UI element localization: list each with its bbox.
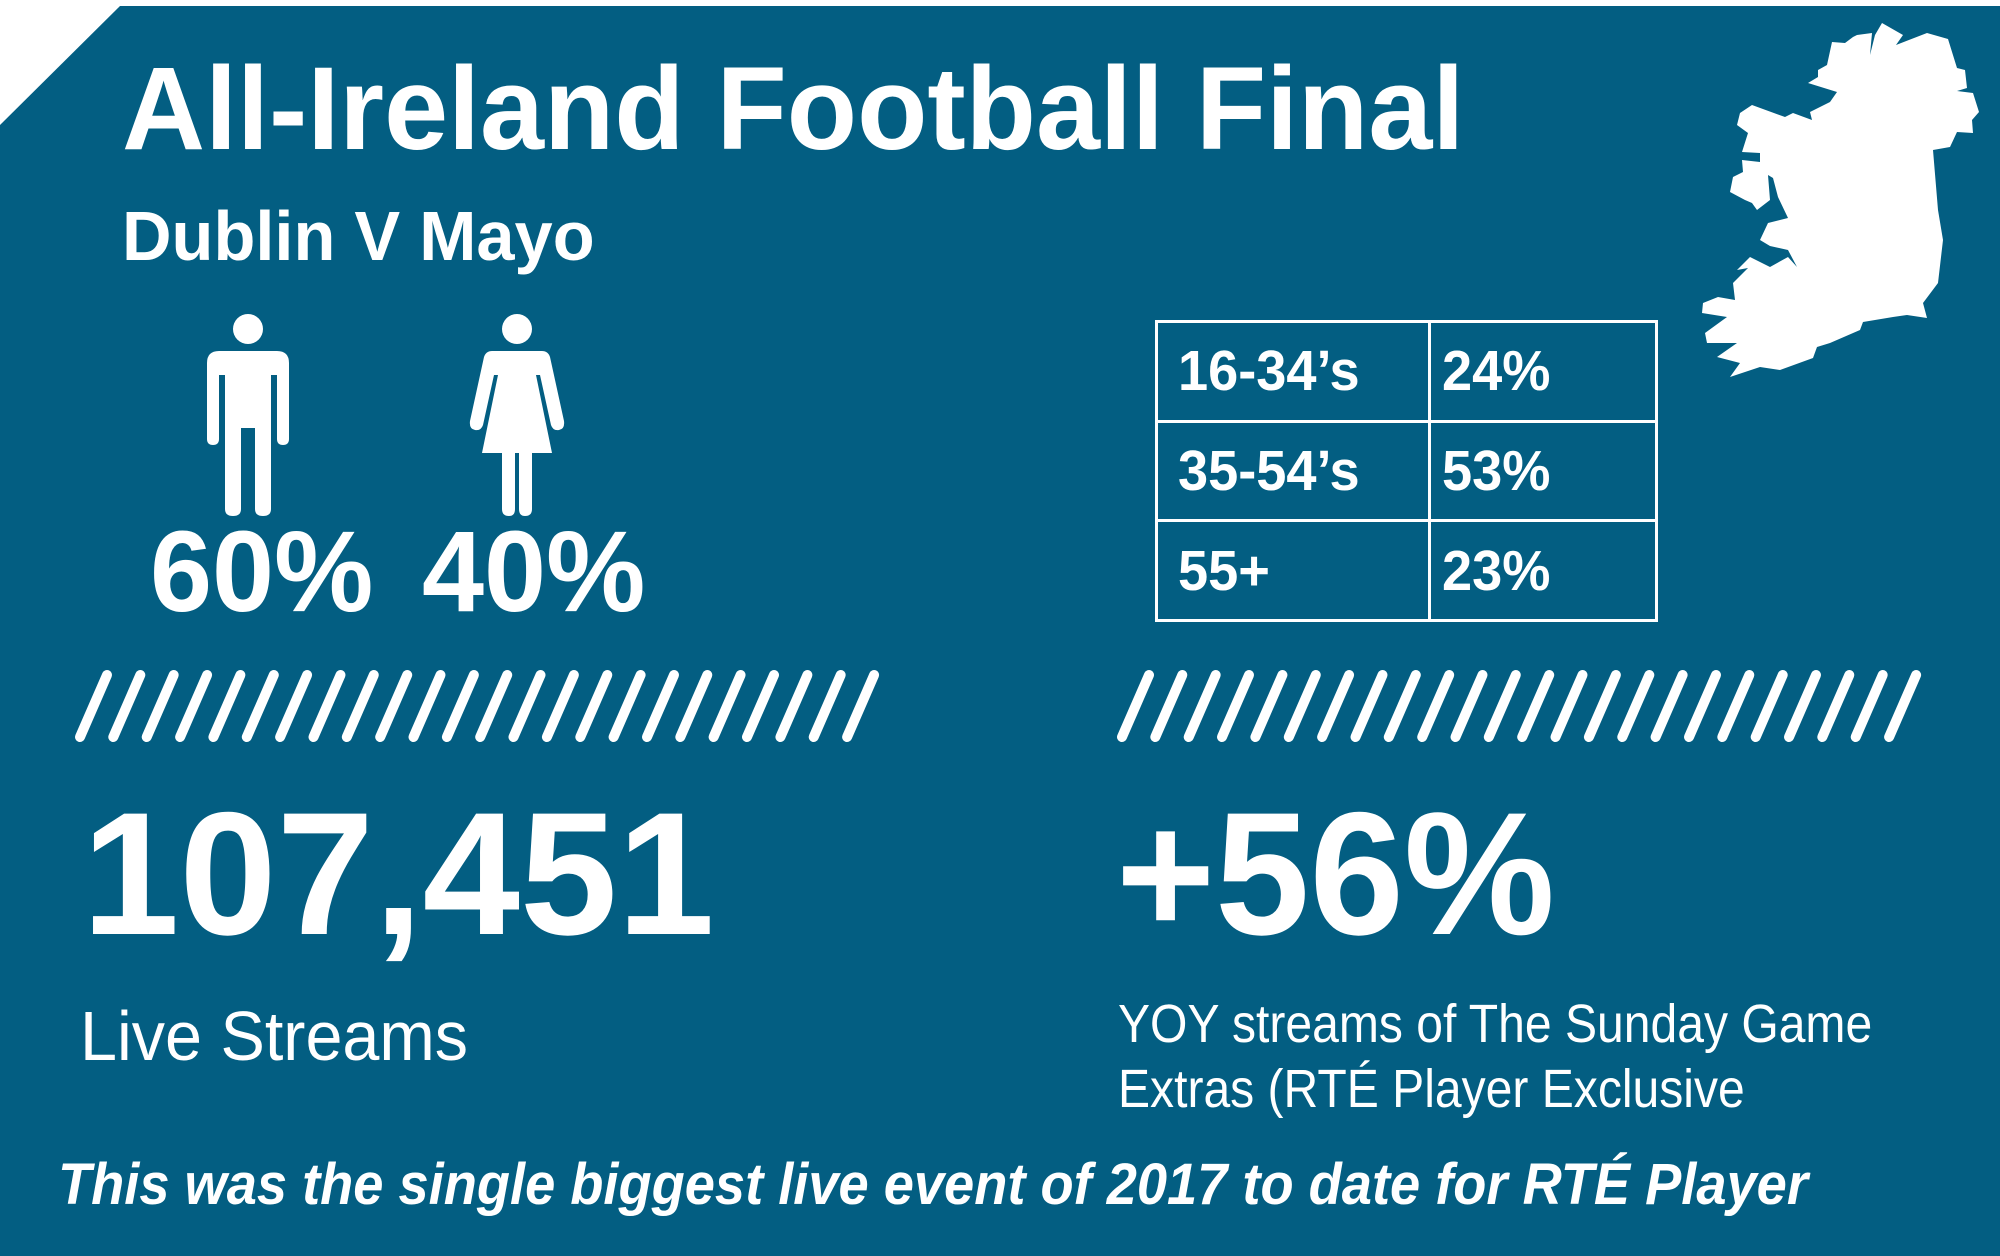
slash-mark	[275, 670, 313, 742]
slash-mark	[1117, 670, 1154, 742]
slash-mark	[1417, 670, 1455, 742]
slash-mark	[1217, 670, 1254, 742]
slash-mark	[1183, 670, 1221, 742]
age-group-label: 55+	[1178, 538, 1270, 603]
age-table-row: 16-34’s 24%	[1155, 320, 1658, 423]
slash-mark	[1717, 670, 1755, 742]
slash-mark	[1450, 670, 1488, 742]
age-group-cell: 35-54’s	[1155, 419, 1431, 523]
slash-mark	[408, 670, 446, 742]
slash-mark	[1250, 670, 1288, 742]
slash-mark	[1550, 670, 1588, 742]
slash-mark	[642, 670, 679, 742]
slash-mark	[608, 670, 646, 742]
slash-mark	[1617, 670, 1655, 742]
age-group-label: 16-34’s	[1178, 339, 1360, 404]
age-table-row: 35-54’s 53%	[1155, 419, 1658, 523]
age-share-value: 24%	[1442, 339, 1551, 404]
slash-mark	[1583, 670, 1621, 742]
slash-separator-left	[75, 670, 880, 742]
age-group-cell: 16-34’s	[1155, 320, 1431, 423]
slash-mark	[375, 670, 413, 742]
slash-mark	[575, 670, 613, 742]
slash-mark	[1383, 670, 1421, 742]
panel-background	[0, 6, 2000, 1256]
male-person-icon	[207, 314, 289, 516]
slash-mark	[1850, 670, 1888, 742]
age-breakdown-table: 16-34’s 24% 35-54’s 53% 55+ 23%	[1155, 320, 1658, 622]
age-share-cell: 23%	[1428, 519, 1658, 622]
yoy-growth-label: YOY streams of The Sunday Game Extras (R…	[1118, 992, 1872, 1122]
slash-mark	[508, 670, 546, 742]
slash-mark	[1483, 670, 1521, 742]
yoy-growth-value: +56%	[1116, 777, 1555, 972]
age-share-cell: 24%	[1428, 320, 1658, 423]
slash-mark	[541, 670, 579, 742]
slash-mark	[1884, 670, 1922, 742]
female-percentage: 40%	[422, 508, 646, 636]
age-table-row: 55+ 23%	[1155, 519, 1658, 622]
live-streams-value: 107,451	[82, 777, 715, 972]
slash-mark	[1750, 670, 1788, 742]
age-share-cell: 53%	[1428, 419, 1658, 523]
yoy-label-line-2: Extras (RTÉ Player Exclusive	[1118, 1059, 1745, 1119]
footer-statement: This was the single biggest live event o…	[58, 1152, 1808, 1217]
slash-mark	[241, 670, 279, 742]
slash-mark	[75, 670, 112, 742]
male-percentage: 60%	[150, 508, 374, 636]
age-group-cell: 55+	[1155, 519, 1431, 622]
yoy-label-line-1: YOY streams of The Sunday Game	[1118, 994, 1873, 1054]
slash-mark	[341, 670, 379, 742]
age-share-value: 53%	[1442, 438, 1551, 503]
slash-mark	[441, 670, 479, 742]
slash-separator-right	[0, 0, 2000, 800]
slash-mark	[842, 670, 880, 742]
slash-mark	[1784, 670, 1821, 742]
live-streams-label: Live Streams	[80, 997, 469, 1075]
slash-mark	[1283, 670, 1321, 742]
slash-mark	[1350, 670, 1388, 742]
ireland-map-icon	[1702, 23, 1979, 377]
female-person-icon	[469, 314, 565, 516]
age-group-label: 35-54’s	[1178, 438, 1360, 503]
slash-mark	[1317, 670, 1355, 742]
slash-mark	[208, 670, 246, 742]
slash-mark	[141, 670, 179, 742]
slash-mark	[775, 670, 813, 742]
slash-mark	[108, 670, 146, 742]
slash-mark	[808, 670, 846, 742]
page-title: All-Ireland Football Final	[122, 43, 1465, 175]
slash-mark	[175, 670, 213, 742]
slash-mark	[308, 670, 346, 742]
match-subtitle: Dublin V Mayo	[122, 197, 595, 275]
slash-mark	[1817, 670, 1855, 742]
slash-mark	[708, 670, 746, 742]
slash-mark	[675, 670, 713, 742]
slash-mark	[1517, 670, 1555, 742]
slash-mark	[1150, 670, 1188, 742]
slash-mark	[1684, 670, 1721, 742]
slash-mark	[742, 670, 779, 742]
slash-mark	[475, 670, 513, 742]
age-share-value: 23%	[1442, 538, 1551, 603]
slash-mark	[1650, 670, 1688, 742]
